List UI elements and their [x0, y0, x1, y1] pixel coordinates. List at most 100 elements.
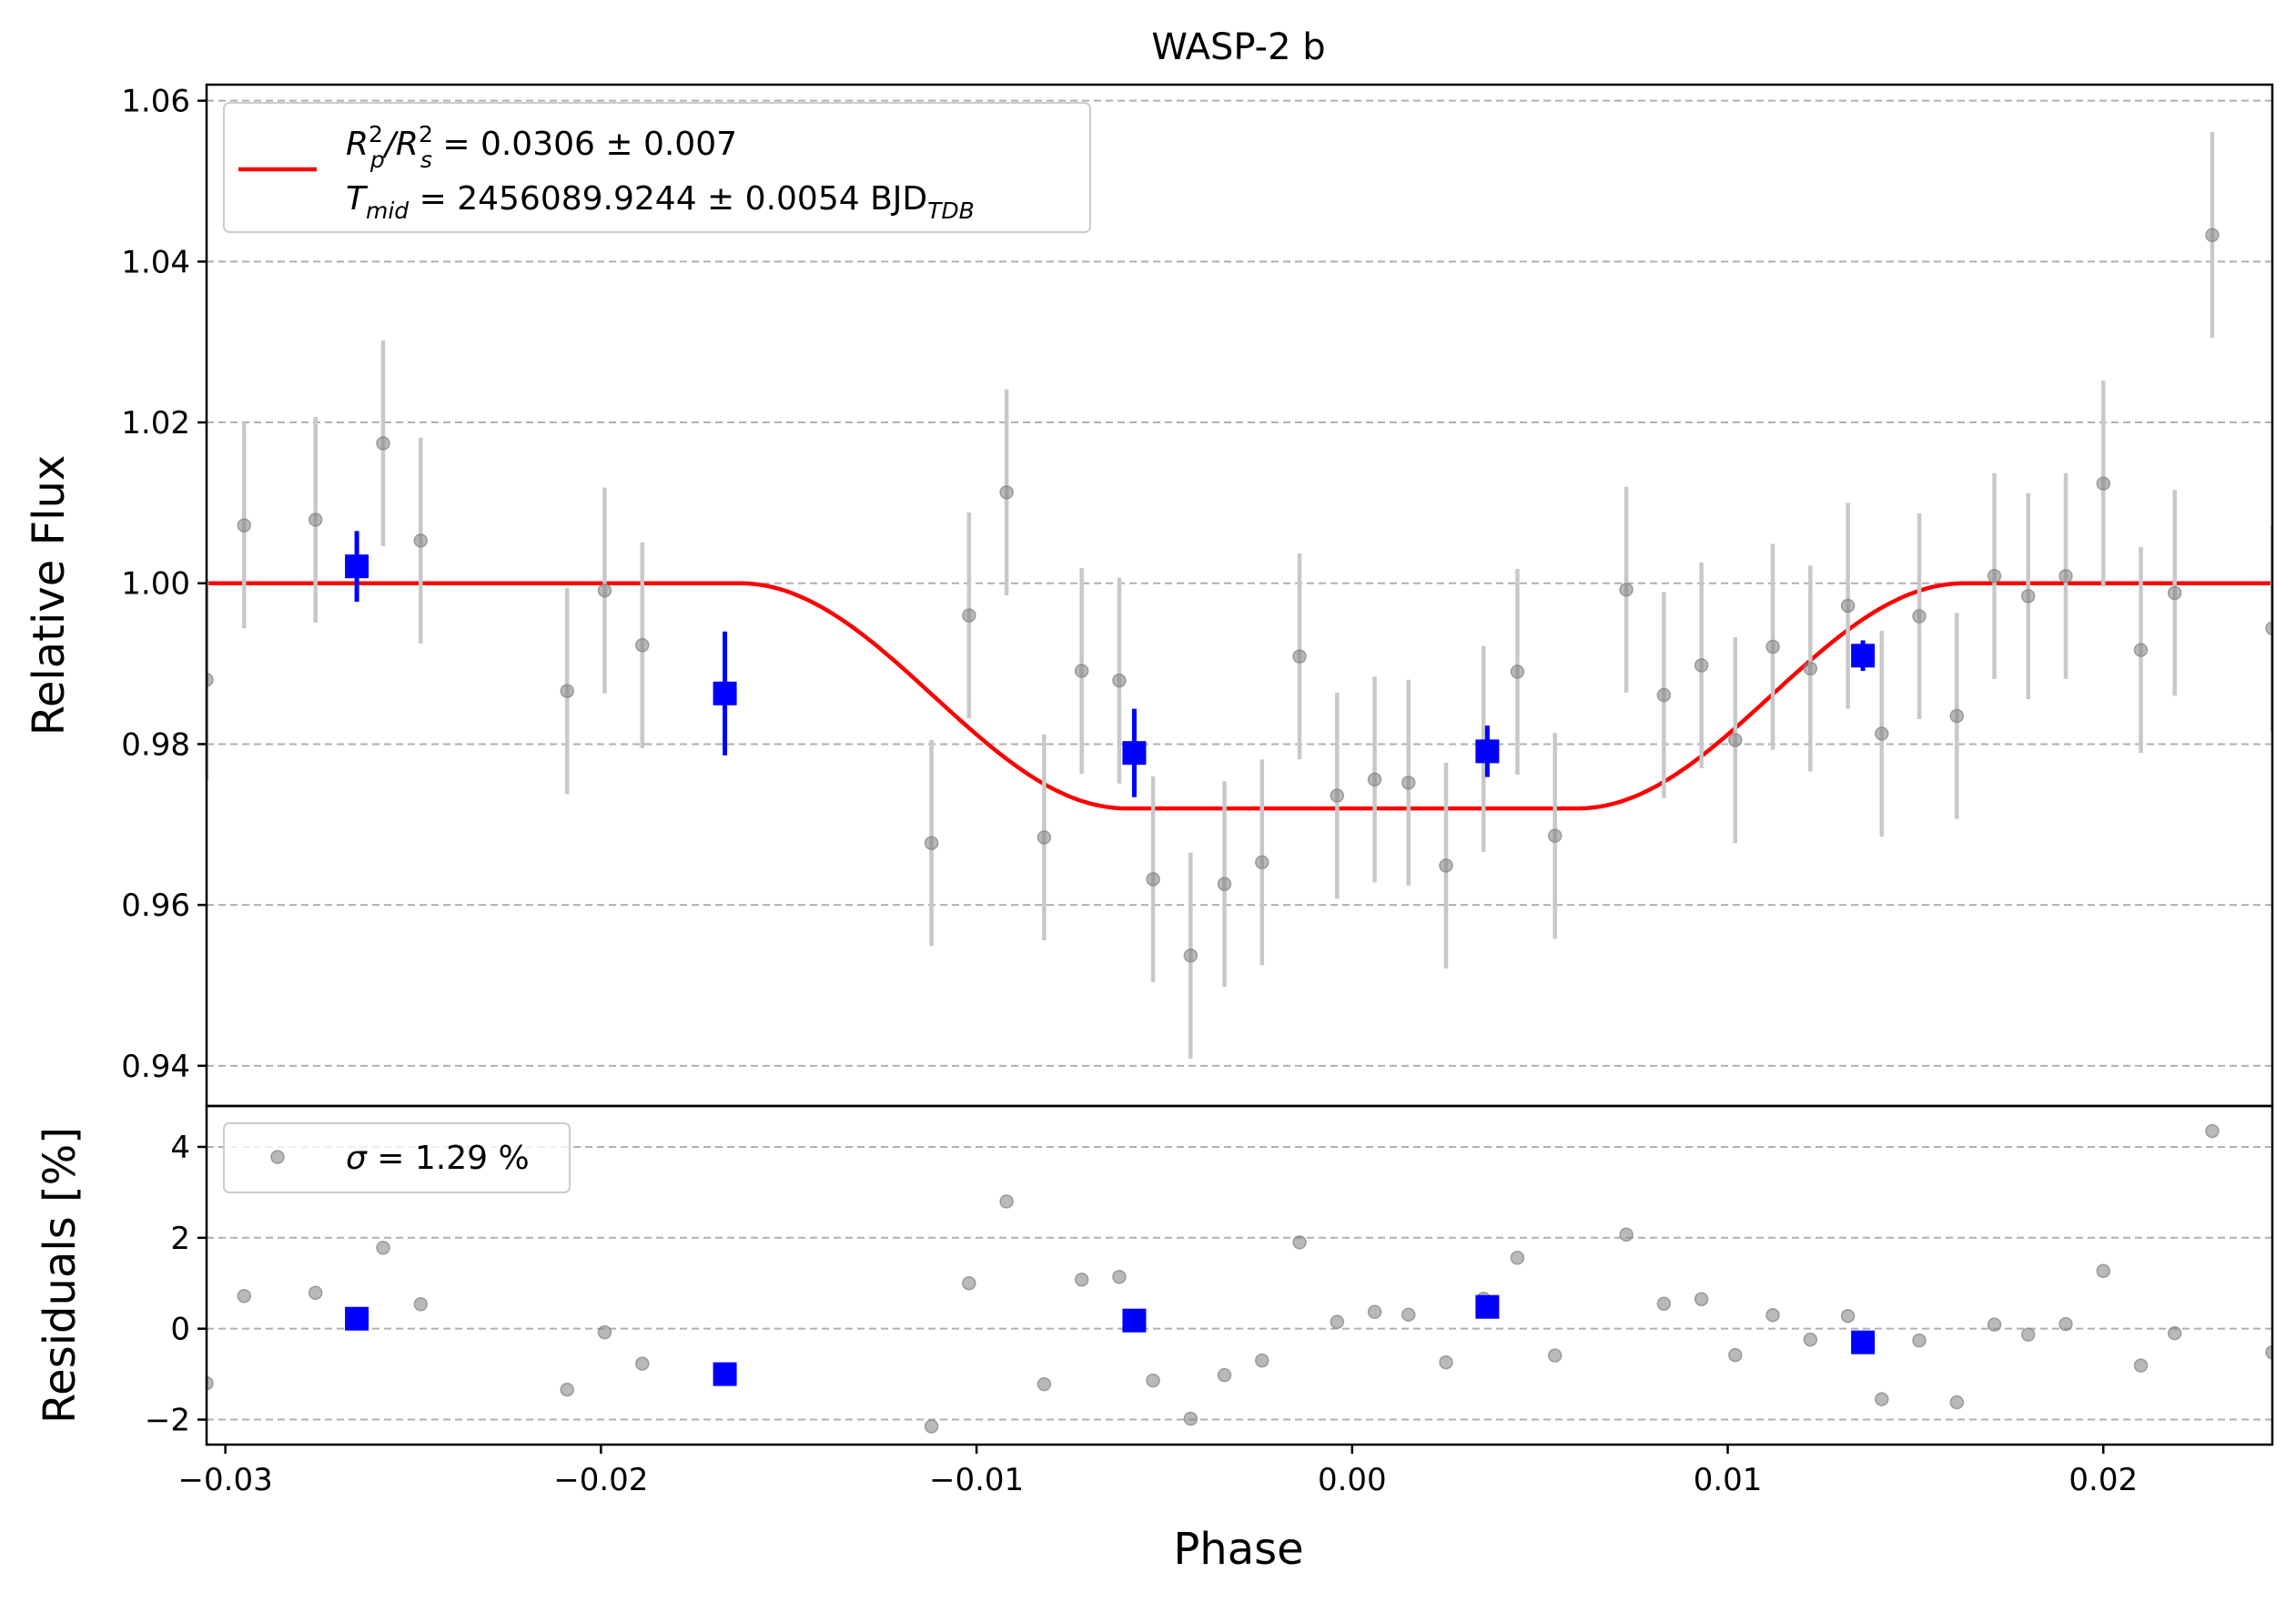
residual-point-42	[2205, 1123, 2220, 1139]
residual-point-8	[924, 1419, 939, 1434]
bottom-y-tick-label-1: 0	[170, 1312, 190, 1348]
residual-point-12	[1074, 1272, 1089, 1287]
top-legend-box	[223, 102, 1091, 233]
residual-point-25	[1547, 1348, 1563, 1363]
raw-point-2	[308, 512, 323, 527]
raw-point-39	[2096, 476, 2111, 491]
raw-point-42	[2205, 228, 2220, 242]
binned-residual-0	[345, 1306, 369, 1331]
residual-point-29	[1728, 1347, 1743, 1363]
top-binned-points	[345, 531, 1876, 797]
legend-r-sub1: p	[369, 147, 385, 173]
top-raw-points	[207, 132, 2272, 1059]
raw-point-18	[1292, 649, 1307, 664]
raw-point-6	[597, 583, 612, 598]
top-panel-frame	[205, 83, 2274, 1108]
legend-sigma-symbol: σ	[346, 1140, 368, 1177]
residual-point-41	[2167, 1325, 2182, 1341]
raw-point-11	[1037, 830, 1052, 845]
raw-point-30	[1765, 639, 1780, 654]
top-y-tick-label-2: 0.98	[121, 726, 190, 763]
residual-point-43	[2265, 1344, 2272, 1360]
raw-point-37	[2020, 589, 2036, 604]
bottom-legend: σ = 1.29 %	[223, 1122, 571, 1193]
residual-point-35	[1949, 1395, 1965, 1410]
residual-point-3	[376, 1241, 390, 1255]
bottom-y-tick-label-0: −2	[145, 1403, 190, 1439]
residual-point-14	[1146, 1373, 1160, 1388]
residual-point-40	[2133, 1358, 2149, 1373]
raw-point-22	[1439, 858, 1453, 873]
residual-point-19	[1330, 1314, 1345, 1329]
raw-point-29	[1728, 733, 1743, 747]
raw-point-27	[1656, 687, 1672, 703]
model-curve	[207, 581, 2272, 811]
raw-point-14	[1146, 872, 1160, 887]
residual-point-9	[962, 1275, 976, 1291]
top-y-axis-label: Relative Flux	[24, 455, 75, 736]
residual-point-37	[2020, 1327, 2036, 1342]
x-tick-label-0: −0.03	[178, 1462, 273, 1498]
residual-point-1	[237, 1288, 252, 1304]
bottom-panel: −2 0 2 4 σ = 1.29 % Residuals [%]	[35, 1104, 2274, 1446]
legend-t-sub: mid	[366, 198, 409, 224]
residual-point-13	[1112, 1269, 1127, 1284]
residual-point-7	[635, 1356, 650, 1371]
residual-point-0	[207, 1375, 214, 1391]
legend-r-sub2: s	[420, 147, 432, 173]
bottom-y-tick-label-3: 4	[170, 1130, 190, 1166]
raw-point-28	[1694, 658, 1709, 673]
residual-point-28	[1694, 1292, 1709, 1306]
raw-point-4	[413, 533, 429, 548]
binned-point-4	[1851, 644, 1876, 668]
residual-point-2	[308, 1285, 323, 1300]
residual-point-34	[1912, 1333, 1927, 1348]
bottom-panel-frame	[205, 1104, 2274, 1446]
raw-point-3	[376, 436, 390, 451]
top-y-tick-label-1: 0.96	[121, 888, 190, 924]
top-y-tick-label-5: 1.04	[121, 244, 190, 280]
residual-point-10	[999, 1194, 1014, 1209]
bottom-y-ticks: −2 0 2 4	[145, 1130, 207, 1439]
top-panel: 0.940.960.981.001.021.041.06 R2 p/R2 s = 0…	[24, 83, 2274, 1108]
legend-r-value: = 0.0306 ± 0.007	[432, 126, 737, 163]
legend-r-symbol: R	[346, 126, 369, 163]
residual-point-30	[1765, 1307, 1780, 1323]
residual-point-16	[1217, 1367, 1232, 1383]
raw-point-12	[1074, 664, 1089, 678]
residual-point-22	[1439, 1354, 1453, 1370]
raw-point-10	[999, 485, 1014, 500]
raw-point-25	[1547, 828, 1563, 843]
residual-point-17	[1255, 1353, 1269, 1368]
raw-point-13	[1112, 673, 1127, 688]
residual-point-36	[1987, 1317, 2002, 1332]
top-y-ticks: 0.94 0.96 0.98 1.00 1.02 1.04 1.06	[121, 84, 207, 1085]
legend-t-sub-tail: TDB	[927, 198, 975, 224]
bottom-y-tick-label-2: 2	[170, 1221, 190, 1257]
x-ticks: −0.03 −0.02 −0.01 0.00 0.01 0.02	[178, 1445, 2138, 1498]
residual-point-21	[1401, 1307, 1416, 1322]
binned-point-0	[345, 554, 369, 579]
residual-point-24	[1510, 1251, 1525, 1265]
x-tick-label-2: −0.01	[929, 1462, 1024, 1498]
raw-point-7	[635, 638, 650, 653]
raw-point-41	[2167, 585, 2182, 601]
chart-title: WASP-2 b	[1151, 26, 1325, 68]
legend-line-2: Tmid = 2456089.9244 ± 0.0054 BJDTDB	[346, 180, 975, 224]
bottom-panel-grid	[207, 1145, 2272, 1421]
residual-point-4	[413, 1296, 429, 1312]
x-tick-label-3: 0.00	[1318, 1462, 1387, 1498]
legend-sigma-value: = 1.29 %	[367, 1140, 530, 1177]
legend-r-sup1: 2	[369, 121, 383, 147]
legend-r-sup2: 2	[419, 121, 433, 147]
legend-t-symbol: T	[346, 180, 369, 218]
binned-residual-2	[1122, 1308, 1147, 1333]
raw-point-26	[1619, 583, 1633, 597]
residual-point-27	[1656, 1296, 1672, 1311]
bottom-legend-box	[223, 1122, 571, 1193]
binned-residual-3	[1475, 1294, 1500, 1319]
residual-point-39	[2096, 1263, 2111, 1279]
raw-point-40	[2133, 643, 2149, 657]
bottom-raw-points	[207, 1123, 2272, 1434]
bottom-binned-points	[345, 1294, 1876, 1386]
